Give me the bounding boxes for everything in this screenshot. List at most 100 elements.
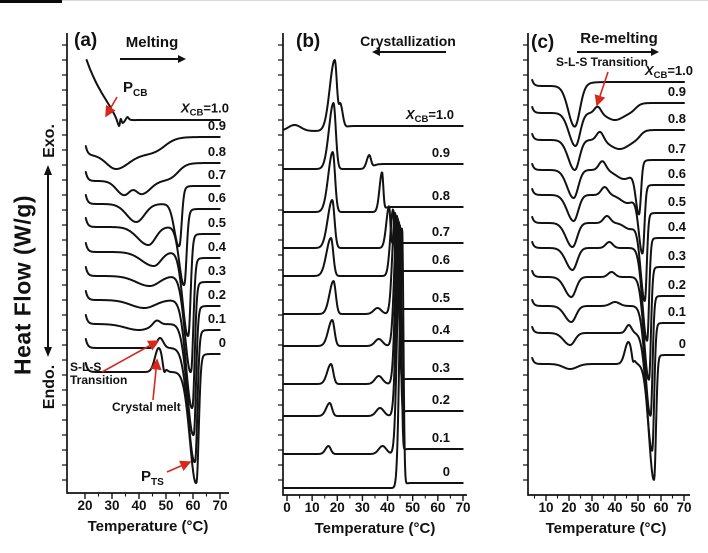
panel-c-letter: (c) xyxy=(531,32,555,53)
dsc-curve-x0.4 xyxy=(531,237,685,342)
x-tick-label: 30 xyxy=(355,500,370,515)
annotation-sls-c: S-L-S Transition xyxy=(556,55,649,69)
series-label: 0.1 xyxy=(432,430,450,445)
axes xyxy=(527,33,690,496)
series-label: 0.9 xyxy=(668,84,686,99)
melting-direction-arrow xyxy=(120,55,186,63)
annotation-sls-a: S-L-S Transition xyxy=(70,361,127,387)
series-label: 0.5 xyxy=(668,194,686,209)
annotation-arrow xyxy=(101,340,160,373)
series-label: 0.2 xyxy=(668,277,686,292)
dsc-curve-x1.0 xyxy=(85,59,221,128)
series-label: 0.8 xyxy=(668,111,686,126)
dsc-curve-x0.5 xyxy=(531,212,685,302)
top-left-bar xyxy=(0,0,62,3)
series-label: 0.6 xyxy=(668,166,686,181)
series-label: 0.4 xyxy=(668,219,687,234)
series-label: 0 xyxy=(679,336,686,351)
panel-a-xlabel: Temperature (°C) xyxy=(87,518,209,535)
dsc-curve-x0.1 xyxy=(531,322,685,452)
dsc-curve-x0.5 xyxy=(282,211,464,315)
series-label: 0.8 xyxy=(432,188,450,203)
panel-a-title: Melting xyxy=(125,34,179,51)
dsc-curve-x0.7 xyxy=(84,185,221,248)
series-label: 0.1 xyxy=(668,304,686,319)
dsc-curve-x0.4 xyxy=(282,214,464,347)
pts-main: P xyxy=(141,468,152,485)
series-label: 0.6 xyxy=(208,190,226,205)
annotation-arrow xyxy=(105,96,118,118)
panel-a-letter: (a) xyxy=(74,30,98,51)
x-tick-label: 50 xyxy=(158,498,173,513)
dsc-curve-x0 xyxy=(282,227,464,489)
crystallization-direction-arrow xyxy=(372,48,446,56)
series-label: 0.8 xyxy=(208,144,226,159)
x-tick-label: 60 xyxy=(653,500,668,515)
panel-b-plot: 0 10 20 30 40 50 60 70 XCB=1.0 0.9 0.8 0.7 0.6 0.5 0.4… xyxy=(278,33,470,515)
x-tick-label: 40 xyxy=(607,500,622,515)
panel-b-xlabel: Temperature (°C) xyxy=(314,520,436,537)
dsc-curve-x0.2 xyxy=(84,305,221,437)
x-tick-label: 70 xyxy=(455,500,470,515)
sls-a-line1: S-L-S xyxy=(70,360,102,374)
annotation-pts: PTS xyxy=(141,468,164,488)
x-tick-label: 50 xyxy=(630,500,645,515)
x-tick-label: 70 xyxy=(212,498,227,513)
series-label: 0 xyxy=(443,464,450,479)
dsc-curve-x0.9 xyxy=(84,136,221,170)
pcb-sub: CB xyxy=(133,88,148,99)
series-label-xcb: XCB=1.0 xyxy=(405,107,454,125)
annotation-crystal-melt: Crystal melt xyxy=(112,400,181,414)
x-tick-label: 30 xyxy=(584,500,599,515)
dsc-curve-x0.6 xyxy=(531,184,685,255)
series-label-xcb: XCB=1.0 xyxy=(644,63,693,81)
arrow-down-head xyxy=(44,347,52,357)
dsc-curve-x0.1 xyxy=(282,224,464,455)
dsc-curve-x0.8 xyxy=(84,162,221,197)
series-label: 0.3 xyxy=(432,360,450,375)
remelting-direction-arrow xyxy=(577,48,659,56)
series-label: 0.7 xyxy=(208,167,226,182)
dsc-curve-x0.2 xyxy=(282,221,464,417)
panel-c-plot: 10 20 30 40 50 60 70 XCB=1.0 0.9 0.8 0.7 0.6 0.5 0.4 0… xyxy=(523,33,693,515)
annotation-pcb: PCB xyxy=(123,79,147,99)
x-tick-label: 20 xyxy=(330,500,345,515)
panel-c-xlabel: Temperature (°C) xyxy=(545,520,667,537)
dsc-curve-x0.6 xyxy=(84,208,221,287)
series-label: 0.2 xyxy=(208,287,226,302)
dsc-curve-x0.6 xyxy=(282,208,464,277)
sls-a-line2: Transition xyxy=(70,373,128,387)
series-label: 0.9 xyxy=(432,145,450,160)
x-tick-label: 70 xyxy=(676,500,691,515)
panel-a-plot: 20 30 40 50 60 70 XCB=1.00.9 0.8 0.7 0.6 0.5 0.4 0.3… xyxy=(62,33,229,513)
axes xyxy=(66,33,229,494)
series-label: 0.7 xyxy=(668,141,686,156)
series-label: 0.4 xyxy=(432,322,451,337)
series-label: 0.4 xyxy=(208,239,227,254)
x-tick-label: 10 xyxy=(305,500,320,515)
x-tick-label: 50 xyxy=(405,500,420,515)
dsc-curve-x0.9 xyxy=(531,102,685,147)
series-label-xcb: XCB=1.0 xyxy=(180,101,229,119)
series-label: 0.9 xyxy=(208,118,226,133)
dsc-curve-x0.7 xyxy=(282,199,464,249)
dsc-curve-x0.7 xyxy=(531,159,685,216)
panel-c-title: Re-melting xyxy=(580,30,658,47)
pcb-main: P xyxy=(123,79,134,96)
annotation-arrow xyxy=(594,71,609,107)
dsc-curve-x0.5 xyxy=(84,233,221,338)
series-label: 0.7 xyxy=(432,224,450,239)
y-axis-title: Heat Flow (W/g) xyxy=(9,195,36,375)
x-tick-label: 20 xyxy=(77,498,92,513)
x-tick-label: 60 xyxy=(430,500,445,515)
panel-b-title: Crystallization xyxy=(360,33,456,49)
x-tick-label: 40 xyxy=(131,498,146,513)
dsc-curve-x1.0 xyxy=(531,79,685,128)
x-tick-label: 60 xyxy=(185,498,200,513)
panel-b-letter: (b) xyxy=(296,31,321,52)
series-label: 0 xyxy=(219,335,226,350)
series-label: 0.5 xyxy=(432,290,450,305)
series-label: 0.2 xyxy=(432,392,450,407)
dsc-curve-x0.8 xyxy=(531,129,685,171)
